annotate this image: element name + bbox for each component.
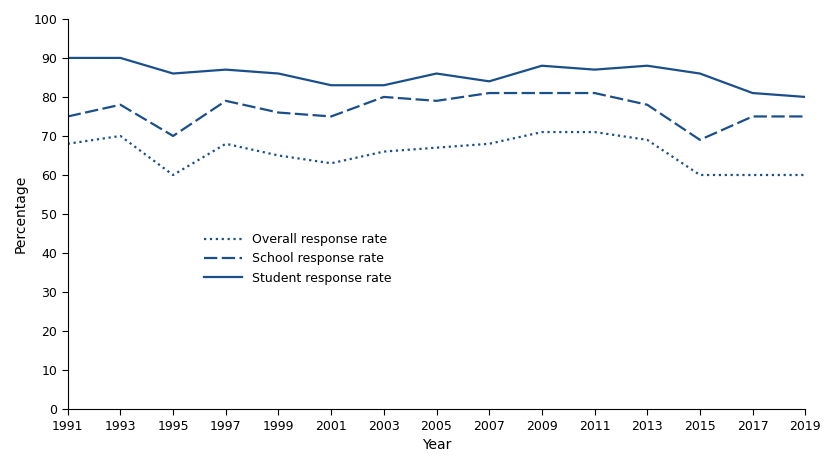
School response rate (220, 98, 230, 103)
Student response rate (747, 90, 757, 96)
School response rate (379, 94, 389, 100)
School response rate (168, 133, 178, 139)
Overall response rate (537, 129, 547, 135)
School response rate (590, 90, 600, 96)
Student response rate (115, 55, 125, 61)
Overall response rate (800, 172, 810, 178)
Student response rate (379, 82, 389, 88)
Student response rate (484, 79, 494, 84)
School response rate (800, 114, 810, 119)
School response rate (115, 102, 125, 108)
Overall response rate (695, 172, 705, 178)
X-axis label: Year: Year (422, 438, 451, 452)
Student response rate (695, 71, 705, 76)
School response rate (484, 90, 494, 96)
Overall response rate (432, 145, 442, 151)
School response rate (747, 114, 757, 119)
School response rate (273, 110, 283, 116)
Y-axis label: Percentage: Percentage (14, 175, 28, 253)
Overall response rate (484, 141, 494, 147)
Student response rate (800, 94, 810, 100)
Student response rate (432, 71, 442, 76)
School response rate (432, 98, 442, 103)
Student response rate (220, 67, 230, 72)
School response rate (63, 114, 73, 119)
Overall response rate (747, 172, 757, 178)
Student response rate (590, 67, 600, 72)
Line: Overall response rate: Overall response rate (68, 132, 805, 175)
Overall response rate (63, 141, 73, 147)
School response rate (326, 114, 337, 119)
Student response rate (168, 71, 178, 76)
Overall response rate (273, 153, 283, 158)
Student response rate (273, 71, 283, 76)
Legend: Overall response rate, School response rate, Student response rate: Overall response rate, School response r… (200, 228, 397, 289)
School response rate (642, 102, 652, 108)
Student response rate (642, 63, 652, 69)
Overall response rate (590, 129, 600, 135)
Overall response rate (168, 172, 178, 178)
Student response rate (63, 55, 73, 61)
School response rate (695, 137, 705, 143)
Overall response rate (326, 160, 337, 166)
Overall response rate (220, 141, 230, 147)
Line: Student response rate: Student response rate (68, 58, 805, 97)
School response rate (537, 90, 547, 96)
Student response rate (537, 63, 547, 69)
Overall response rate (115, 133, 125, 139)
Overall response rate (379, 149, 389, 154)
Overall response rate (642, 137, 652, 143)
Student response rate (326, 82, 337, 88)
Line: School response rate: School response rate (68, 93, 805, 140)
